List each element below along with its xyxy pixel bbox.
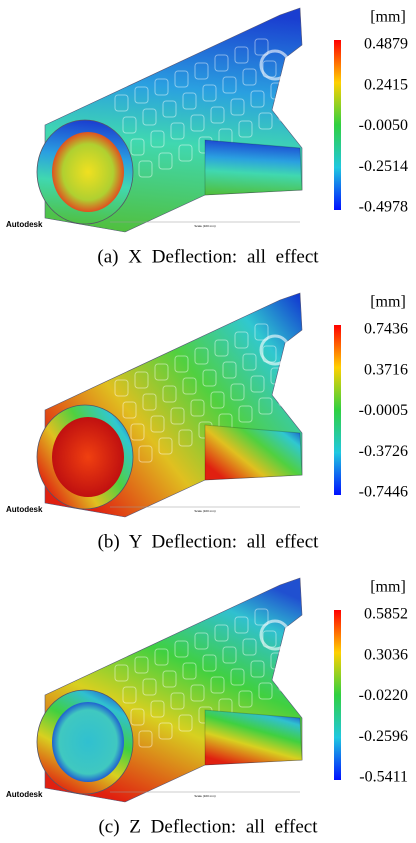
part-bracket [205,710,302,765]
color-bar [334,40,341,210]
scale-label: Scale (100 mm) [194,794,215,798]
scale-label: Scale (100 mm) [194,224,215,228]
legend-label: 0.5852 [364,606,408,623]
legend-label: -0.2596 [359,728,408,745]
legend-label: 0.7436 [364,321,408,338]
part-bracket [205,425,302,480]
part-rib [279,105,292,121]
legend-label: -0.0050 [359,117,408,134]
unit-label: [mm] [370,579,406,596]
legend-label: -0.7446 [359,483,408,500]
legend-label: 0.3716 [364,361,408,378]
unit-label: [mm] [370,294,406,311]
caption: (b) Y Deflection: all effect [98,531,320,552]
panel: Autodesk Scale (100 mm) [mm] 0.5852 0.3036 -0… [6,578,408,837]
part-bracket [205,140,302,195]
figure: Autodesk Scale (100 mm) [mm] 0.4879 0.2415 -0… [0,0,416,843]
legend-label: -0.4978 [359,198,408,215]
legend-label: -0.3726 [359,443,408,460]
legend-label: -0.0220 [359,687,408,704]
part-rib [279,675,292,691]
part-tube-inner [52,417,124,497]
legend-label: 0.4879 [364,36,408,53]
legend-label: 0.3036 [364,646,408,663]
logo: Autodesk [6,505,43,514]
part-tube-inner [52,132,124,212]
legend-label: -0.0005 [359,402,408,419]
caption: (c) Z Deflection: all effect [98,816,318,837]
legend-label: -0.2514 [359,158,408,175]
unit-label: [mm] [370,9,406,26]
color-bar [334,610,341,780]
legend-label: -0.5411 [359,768,408,785]
legend-label: 0.2415 [364,76,408,93]
logo: Autodesk [6,220,43,229]
color-bar [334,325,341,495]
part-tube-inner [52,702,124,782]
panel: Autodesk Scale (100 mm) [mm] 0.4879 0.2415 -0… [6,8,408,267]
caption: (a) X Deflection: all effect [97,246,319,267]
panel: Autodesk Scale (100 mm) [mm] 0.7436 0.3716 -0… [6,293,408,552]
scale-label: Scale (100 mm) [194,509,215,513]
part-rib [279,390,292,406]
logo: Autodesk [6,790,43,799]
